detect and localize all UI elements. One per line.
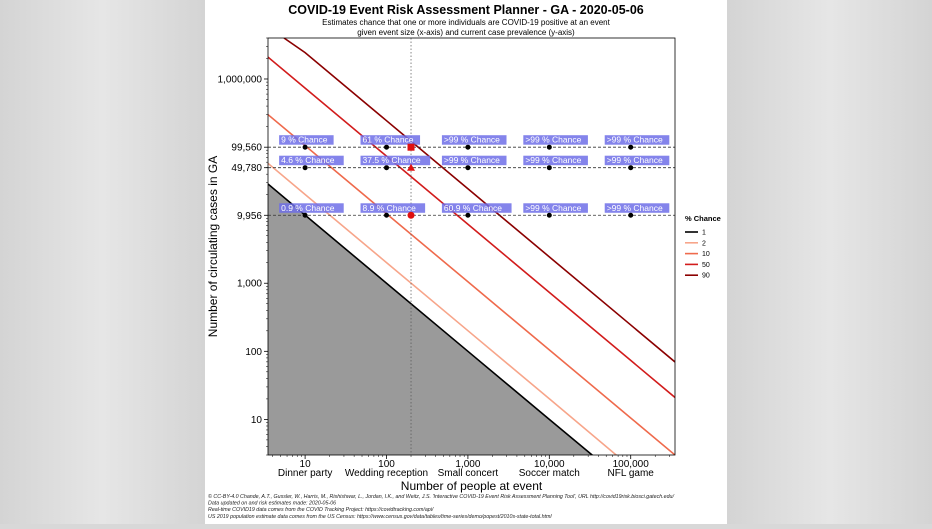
grid-point-marker [546, 165, 552, 171]
risk-chart: COVID-19 Event Risk Assessment Planner -… [206, 3, 721, 520]
y-tick-label: 100 [245, 347, 262, 358]
y-tick-label: 99,560 [231, 143, 262, 154]
chart-figure: COVID-19 Event Risk Assessment Planner -… [205, 0, 727, 524]
grid-point-marker [628, 144, 634, 150]
x-axis-title: Number of people at event [401, 479, 543, 493]
y-tick-label: 9,956 [237, 211, 262, 222]
chance-label: 0.9 % Chance [281, 203, 335, 213]
series-line-50-percent [268, 56, 675, 399]
chance-label: 37.5 % Chance [363, 155, 421, 165]
chance-label-box [441, 203, 512, 213]
grid-point-marker [302, 165, 308, 171]
plot-border [267, 37, 676, 456]
x-category-label: NFL game [608, 468, 655, 479]
chance-label: >99 % Chance [607, 155, 663, 165]
grid-point-marker [546, 144, 552, 150]
chance-label-box [523, 203, 588, 213]
chance-label-box [441, 135, 507, 145]
chance-label-box [360, 203, 426, 213]
series-line-2-percent [268, 162, 618, 455]
grid-point-marker [465, 144, 471, 150]
legend-label: 10 [702, 251, 710, 258]
y-tick-label: 1,000,000 [218, 74, 263, 85]
chance-label: 61 % Chance [363, 135, 414, 145]
chance-label-box [360, 135, 421, 145]
footer-line: Real-time COVID19 data comes from the CO… [208, 507, 434, 513]
right-background-panel [727, 0, 932, 524]
chart-subtitle-line: given event size (x-axis) and current ca… [357, 28, 575, 37]
chance-label: >99 % Chance [525, 155, 581, 165]
chance-label: >99 % Chance [607, 135, 663, 145]
shaded-region-below-1-percent [268, 183, 595, 455]
chance-label-box [441, 155, 507, 166]
chance-label: >99 % Chance [525, 203, 581, 213]
x-tick-label: 1,000 [455, 459, 480, 470]
chance-label: >99 % Chance [607, 203, 663, 213]
chance-label-box [604, 203, 670, 213]
x-category-label: Small concert [438, 468, 499, 479]
legend-label: 50 [702, 262, 710, 269]
chance-label-box [279, 203, 344, 213]
grid-point-marker [465, 212, 471, 218]
grid-point-marker [384, 165, 390, 171]
chance-label-box [604, 135, 670, 145]
x-tick-label: 10 [300, 459, 312, 470]
x-tick-label: 100 [378, 459, 395, 470]
footer-line: US 2019 population estimate data comes f… [208, 514, 552, 520]
y-tick-label: 10 [251, 415, 263, 426]
x-category-label: Wedding reception [345, 468, 428, 479]
chance-label: 9 % Chance [281, 135, 328, 145]
grid-point-marker [384, 212, 390, 218]
grid-point-marker [465, 165, 471, 171]
left-background-panel [0, 0, 205, 524]
chance-label-box [523, 155, 588, 166]
grid-point-marker [628, 212, 634, 218]
y-tick-label: 49,780 [231, 163, 262, 174]
legend-title: % Chance [685, 214, 721, 223]
chance-label: 8.9 % Chance [363, 203, 417, 213]
chance-label-box [360, 155, 431, 166]
grid-point-marker [384, 144, 390, 150]
chance-label-box [279, 135, 334, 145]
grid-point-marker [546, 212, 552, 218]
chance-label: 4.6 % Chance [281, 155, 335, 165]
x-category-label: Soccer match [519, 468, 580, 479]
chance-label-box [279, 155, 344, 166]
grid-point-marker [302, 144, 308, 150]
chart-subtitle-line: Estimates chance that one or more indivi… [322, 18, 610, 27]
highlight-triangle-marker [407, 163, 416, 171]
legend-label: 1 [702, 230, 706, 237]
highlight-circle-marker [407, 211, 415, 219]
legend-label: 90 [702, 273, 710, 280]
chance-label-box [523, 135, 588, 145]
y-axis-title: Number of circulating cases in GA [206, 156, 220, 337]
footer-line: Data updated on and risk estimates made:… [208, 501, 336, 507]
chance-label: >99 % Chance [525, 135, 581, 145]
x-category-label: Dinner party [278, 468, 332, 479]
grid-point-marker [302, 212, 308, 218]
y-tick-label: 1,000 [237, 279, 262, 290]
legend-label: 2 [702, 240, 706, 247]
chance-label: >99 % Chance [444, 135, 500, 145]
x-tick-label: 100,000 [613, 459, 650, 470]
chart-title: COVID-19 Event Risk Assessment Planner -… [288, 3, 644, 17]
chance-label-box [604, 155, 670, 166]
chance-label: 60.9 % Chance [444, 203, 502, 213]
highlight-square-marker [407, 143, 415, 151]
x-tick-label: 10,000 [534, 459, 565, 470]
grid-point-marker [628, 165, 634, 171]
chance-label: >99 % Chance [444, 155, 500, 165]
series-line-90-percent [283, 38, 675, 363]
footer-line: © CC-BY-4.0 Chande, A.T., Gussler, W., H… [208, 493, 674, 500]
